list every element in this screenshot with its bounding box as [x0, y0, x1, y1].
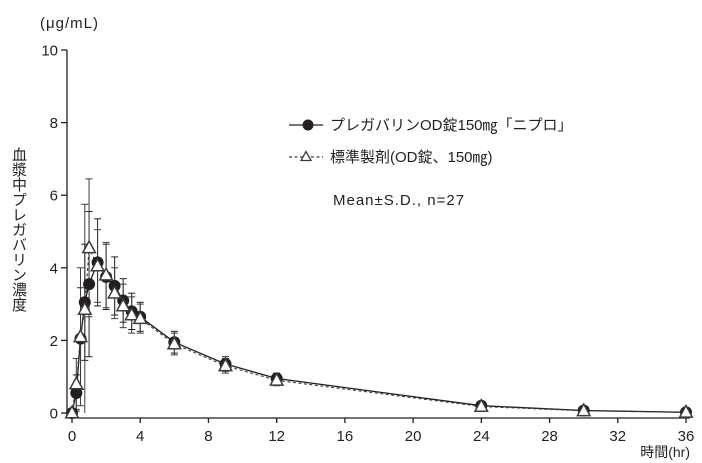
legend-item-reference-product: 標準製剤(OD錠、150㎎): [289, 149, 493, 166]
y-tick-label: 10: [41, 43, 58, 60]
series-2-point: [77, 301, 93, 316]
y-tick-label: 4: [50, 260, 58, 277]
series-2-point: [64, 404, 80, 419]
x-tick-label: 16: [337, 428, 354, 445]
legend-sample-filled-circle: [302, 119, 314, 131]
series-2-point: [166, 335, 182, 350]
series-2-point: [576, 402, 592, 417]
series-2-point: [107, 284, 123, 299]
series-2-line: [71, 245, 687, 414]
legend-label-test-product: プレガバリンOD錠150㎎「ニプロ」: [330, 117, 573, 134]
y-tick-label: 0: [50, 406, 58, 423]
x-tick-label: 28: [541, 428, 558, 445]
x-tick-label: 24: [473, 428, 490, 445]
x-tick-label: 4: [136, 428, 144, 445]
series-2-point: [473, 398, 489, 413]
series-2-point: [124, 306, 140, 321]
series-2-point: [115, 297, 131, 312]
series-1-line: [71, 260, 687, 414]
x-tick-label: 20: [405, 428, 422, 445]
x-tick-label: 12: [268, 428, 285, 445]
series-1-point: [83, 278, 96, 291]
series-2-point: [217, 357, 234, 372]
y-tick-label: 6: [50, 188, 58, 205]
x-tick-label: 0: [68, 428, 76, 445]
series-1-error-bars: [72, 211, 690, 413]
series-2-point: [81, 239, 97, 254]
legend-item-test-product: プレガバリンOD錠150㎎「ニプロ」: [289, 117, 573, 134]
y-tick-label: 8: [50, 115, 58, 132]
plot-area: [64, 178, 694, 419]
stats-annotation: Mean±S.D., n=27: [333, 192, 465, 209]
series-2-point: [678, 403, 694, 418]
series-2-point: [98, 266, 114, 281]
y-axis-title: 血漿中プレガバリン濃度: [10, 147, 27, 312]
x-tick-label: 32: [609, 428, 626, 445]
legend: プレガバリンOD錠150㎎「ニプロ」 標準製剤(OD錠、150㎎): [289, 117, 573, 166]
y-tick-label: 2: [50, 333, 58, 350]
series-2-point: [269, 371, 285, 386]
x-axis-title: 時間(hr): [640, 444, 690, 460]
series-2-error-bars: [72, 178, 690, 413]
x-tick-label: 8: [204, 428, 212, 445]
series-1-markers: [66, 256, 692, 419]
series-1-point: [70, 387, 83, 399]
series-2-point: [72, 328, 89, 343]
series-2-point: [68, 375, 84, 390]
x-tick-label: 36: [678, 428, 695, 445]
series-2-point: [90, 257, 106, 272]
legend-sample-open-triangle: [299, 150, 313, 162]
y-unit-label: (μg/mL): [40, 15, 99, 32]
series-2-point: [132, 310, 148, 325]
series-2-markers: [64, 239, 694, 419]
legend-label-reference-product: 標準製剤(OD錠、150㎎): [330, 149, 493, 166]
